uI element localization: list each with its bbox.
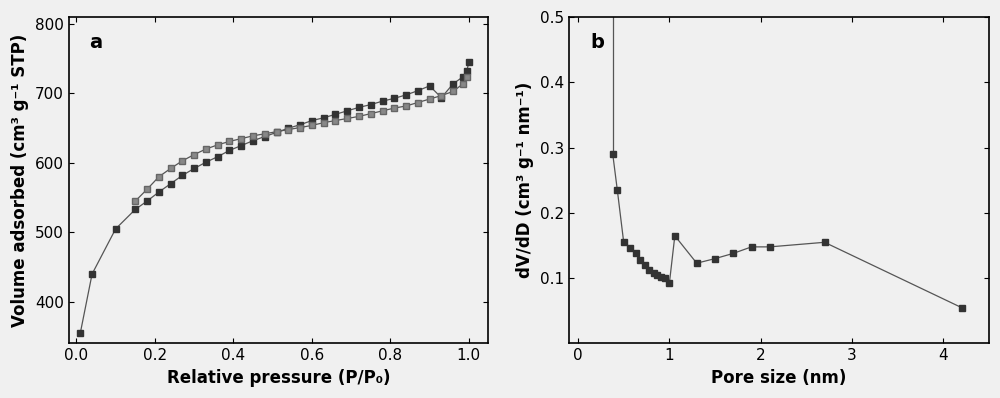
Y-axis label: dV/dD (cm³ g⁻¹ nm⁻¹): dV/dD (cm³ g⁻¹ nm⁻¹) bbox=[516, 82, 534, 279]
Text: b: b bbox=[590, 33, 604, 53]
Text: a: a bbox=[90, 33, 103, 53]
Y-axis label: Volume adsorbed (cm³ g⁻¹ STP): Volume adsorbed (cm³ g⁻¹ STP) bbox=[11, 34, 29, 327]
X-axis label: Pore size (nm): Pore size (nm) bbox=[711, 369, 847, 387]
X-axis label: Relative pressure (P/P₀): Relative pressure (P/P₀) bbox=[167, 369, 390, 387]
